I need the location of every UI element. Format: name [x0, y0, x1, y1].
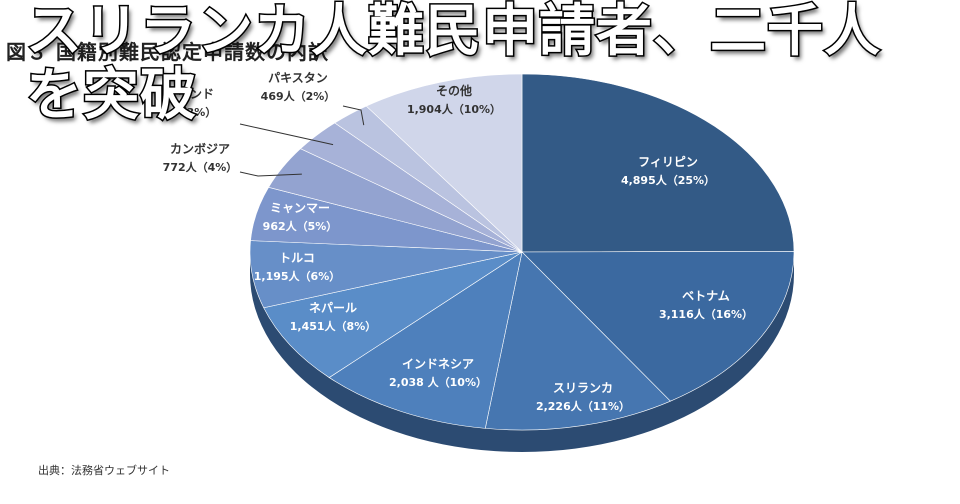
slice-name-4: インドネシア	[402, 357, 474, 371]
headline-line-2: を突破	[25, 62, 198, 129]
leader-lines	[239, 105, 365, 177]
slice-name-5: ネパール	[309, 301, 357, 315]
pie-slice-11	[365, 73, 523, 253]
slice-name-9: インド	[178, 87, 214, 101]
slice-value-8: 772人（4%）	[163, 160, 238, 174]
pie-slice-5	[263, 251, 523, 378]
source-note: 出典：法務省ウェブサイト	[38, 464, 170, 477]
pie-slice-1	[521, 73, 795, 253]
leader-line-9	[239, 123, 334, 146]
slice-value-9: （3%）	[176, 106, 217, 119]
slice-value-1: 4,895人（25%）	[621, 173, 715, 187]
slice-labels: フィリピン 4,895人（25%） ベトナム 3,116人（16%） スリランカ 2,22…	[163, 71, 753, 413]
slice-name-7: ミャンマー	[270, 201, 330, 215]
slice-name-10: パキスタン	[268, 71, 328, 85]
slice-value-7: 962人（5%）	[263, 219, 338, 233]
slice-value-6: 1,195人（6%）	[254, 269, 340, 283]
slice-name-11: その他	[436, 83, 472, 98]
figure-title: 図３ 国籍別難民認定申請数の内訳	[6, 40, 329, 64]
leader-line-8	[239, 171, 302, 177]
slice-value-5: 1,451人（8%）	[290, 319, 376, 333]
headline-line-1: スリランカ人難民申請者、二千人	[25, 0, 882, 65]
slice-name-8: カンボジア	[170, 141, 230, 156]
slice-name-6: トルコ	[279, 251, 315, 265]
slice-value-10: 469人（2%）	[261, 89, 336, 103]
slice-value-11: 1,904人（10%）	[407, 102, 501, 116]
pie-slice-4	[328, 251, 523, 429]
slice-name-1: フィリピン	[638, 155, 698, 169]
leader-line-10	[342, 105, 365, 126]
slice-value-3: 2,226人（11%）	[536, 399, 630, 413]
slice-value-2: 3,116人（16%）	[659, 307, 753, 321]
slice-value-4: 2,038 人（10%）	[389, 375, 487, 389]
slice-name-2: ベトナム	[682, 289, 730, 303]
pie-top-surface	[249, 73, 795, 431]
pie-slice-3	[484, 251, 671, 431]
headline-overlay: スリランカ人難民申請者、二千人 を突破	[25, 0, 946, 129]
slice-name-3: スリランカ	[553, 381, 613, 395]
pie-slice-2	[521, 251, 795, 402]
